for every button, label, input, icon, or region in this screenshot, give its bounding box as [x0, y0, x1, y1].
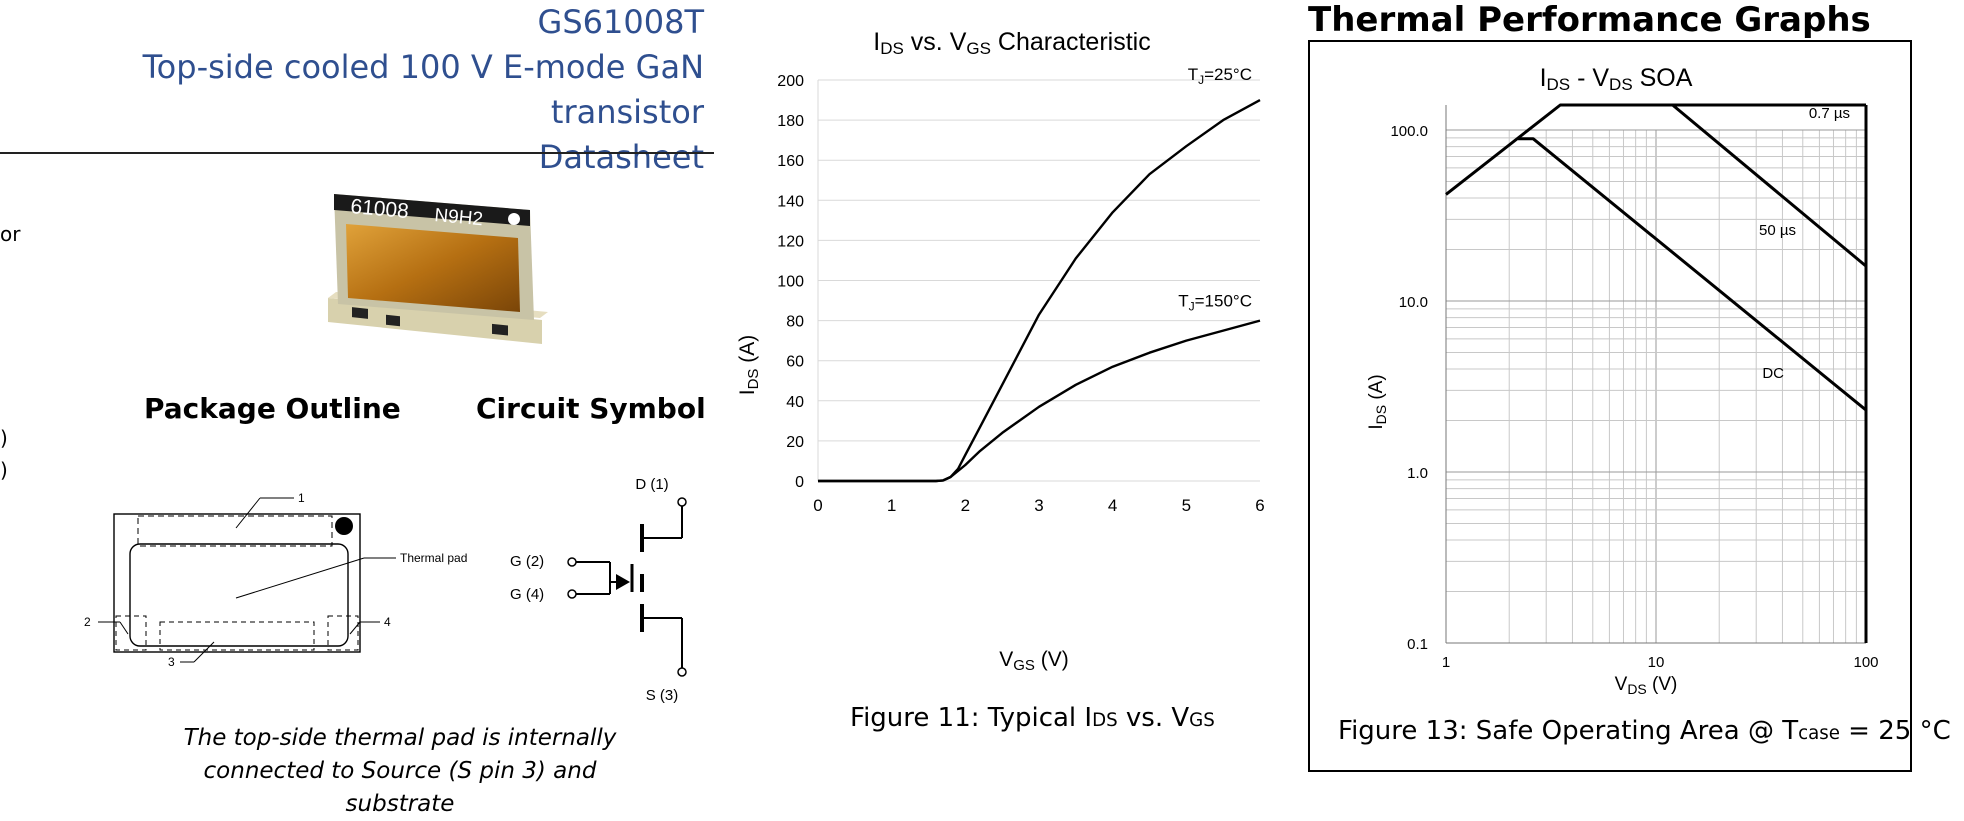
x-tick-label: 2: [961, 496, 970, 515]
x-axis-label: VGS (V): [999, 648, 1069, 674]
y-tick-label: 80: [786, 314, 804, 331]
series-line: [1517, 137, 1867, 412]
pad: [352, 307, 368, 319]
leader-3: [193, 641, 215, 663]
pin-label-gate-4: G (4): [510, 586, 544, 603]
package-base: [328, 298, 542, 344]
circuit-symbol: D (1) S (3) G (2) G (4): [510, 476, 687, 704]
y-tick-label: 10.0: [1399, 294, 1428, 311]
outline-pin3: [159, 621, 315, 651]
text-fragment: ): [0, 426, 8, 450]
pin1-dot: [508, 213, 520, 225]
gate-arrow: [616, 574, 630, 590]
y-tick-label: 0: [795, 474, 804, 491]
thermal-performance-title: Thermal Performance Graphs: [1308, 0, 1871, 40]
y-tick-label: 60: [786, 354, 804, 371]
series-line: [818, 319, 1261, 483]
circuit-symbol-title: Circuit Symbol: [476, 392, 706, 425]
leader-2: [119, 621, 129, 635]
soa-chart: IDS - VDS SOA 0.1 1.0 10.0 100.0 1 10 100 0.7 …: [1366, 64, 1879, 697]
y-tick-label: 120: [777, 233, 804, 250]
x-tick-label: 3: [1034, 496, 1043, 515]
series-label: DC: [1762, 365, 1784, 382]
y-tick-label: 40: [786, 394, 804, 411]
series-label: TJ=25°C: [1188, 65, 1252, 87]
document-subtitle: Top-side cooled 100 V E-mode GaN transis…: [142, 48, 704, 131]
series-line: [1445, 103, 1866, 196]
series-label: TJ=150°C: [1178, 292, 1252, 314]
source-terminal: [677, 667, 687, 677]
outline-pin2: [115, 615, 147, 651]
pin-label-gate-2: G (2): [510, 553, 544, 570]
y-tick-label: 0.1: [1407, 636, 1428, 653]
leader-4: [349, 621, 361, 635]
series-line: [818, 99, 1261, 483]
y-tick-label: 140: [777, 193, 804, 210]
x-axis-label: VDS (V): [1615, 674, 1678, 697]
thermal-pad: [346, 224, 520, 312]
y-tick-label: 180: [777, 113, 804, 130]
text-fragment: or: [0, 222, 21, 246]
package-marking-top: 61008: [350, 195, 410, 223]
thermal-pad-note: The top-side thermal pad is internally c…: [150, 722, 650, 821]
x-tick-label: 0: [813, 496, 822, 515]
pin1-marker: [335, 517, 353, 535]
leader-thermal: [235, 557, 365, 599]
drain-terminal: [677, 497, 687, 507]
x-tick-label: 1: [1442, 654, 1450, 671]
pad: [386, 314, 400, 327]
package-photo: 61008 N9H2: [328, 194, 548, 344]
leader-1: [235, 497, 261, 529]
pin-label-drain: D (1): [635, 476, 668, 493]
outline-label-thermal-pad: Thermal pad: [400, 551, 467, 565]
y-axis-label: IDS (A): [736, 335, 762, 396]
header-rule: [0, 152, 714, 154]
x-tick-label: 5: [1182, 496, 1191, 515]
y-axis-label: IDS (A): [1366, 374, 1389, 429]
y-tick-label: 200: [777, 73, 804, 90]
marking-band: [334, 194, 530, 226]
y-tick-label: 100: [777, 274, 804, 291]
document-header: GS61008T Top-side cooled 100 V E-mode Ga…: [0, 0, 704, 180]
y-tick-label: 1.0: [1407, 465, 1428, 482]
document-type: Datasheet: [538, 138, 704, 176]
package-outline-title: Package Outline: [144, 392, 401, 425]
series-label: 50 µs: [1759, 222, 1796, 239]
package-outline-drawing: 1 Thermal pad 2 4 3: [84, 491, 467, 669]
x-tick-label: 100: [1853, 654, 1878, 671]
figure-13-caption: Figure 13: Safe Operating Area @ Tcase =…: [1338, 716, 1951, 746]
outline-label-4: 4: [384, 615, 391, 629]
outline-label-2: 2: [84, 615, 91, 629]
figure-11-caption: Figure 11: Typical IDS vs. VGS: [850, 703, 1215, 733]
note-line: The top-side thermal pad is internally: [183, 725, 617, 751]
gate4-terminal: [567, 589, 577, 599]
note-line: connected to Source (S pin 3) and substr…: [203, 758, 597, 817]
text-fragment: ): [0, 458, 8, 482]
x-tick-label: 10: [1648, 654, 1665, 671]
series-label: 0.7 µs: [1809, 105, 1850, 122]
outline-thermal-pad: [129, 543, 349, 647]
x-tick-label: 1: [887, 496, 896, 515]
outline-label-3: 3: [168, 655, 175, 669]
chart-title: IDS vs. VGS Characteristic: [873, 28, 1150, 58]
x-tick-label: 4: [1108, 496, 1117, 515]
series-line: [1671, 103, 1867, 268]
pad: [492, 323, 508, 336]
outline-label-1: 1: [298, 491, 305, 505]
gate2-terminal: [567, 557, 577, 567]
outline-pin4: [327, 615, 359, 651]
soa-figure-frame: [1308, 40, 1912, 772]
part-number: GS61008T: [537, 3, 704, 41]
ids-vs-vgs-chart: IDS vs. VGS Characteristic 0204060801001…: [736, 28, 1265, 674]
pin-label-source: S (3): [646, 687, 679, 704]
outline-body: [113, 513, 361, 653]
y-tick-label: 160: [777, 153, 804, 170]
y-tick-label: 20: [786, 434, 804, 451]
x-tick-label: 6: [1255, 496, 1264, 515]
y-tick-label: 100.0: [1390, 123, 1428, 140]
chart-title: IDS - VDS SOA: [1540, 64, 1693, 94]
package-marking-code: N9H2: [434, 205, 484, 230]
outline-pin1-area: [137, 515, 333, 547]
